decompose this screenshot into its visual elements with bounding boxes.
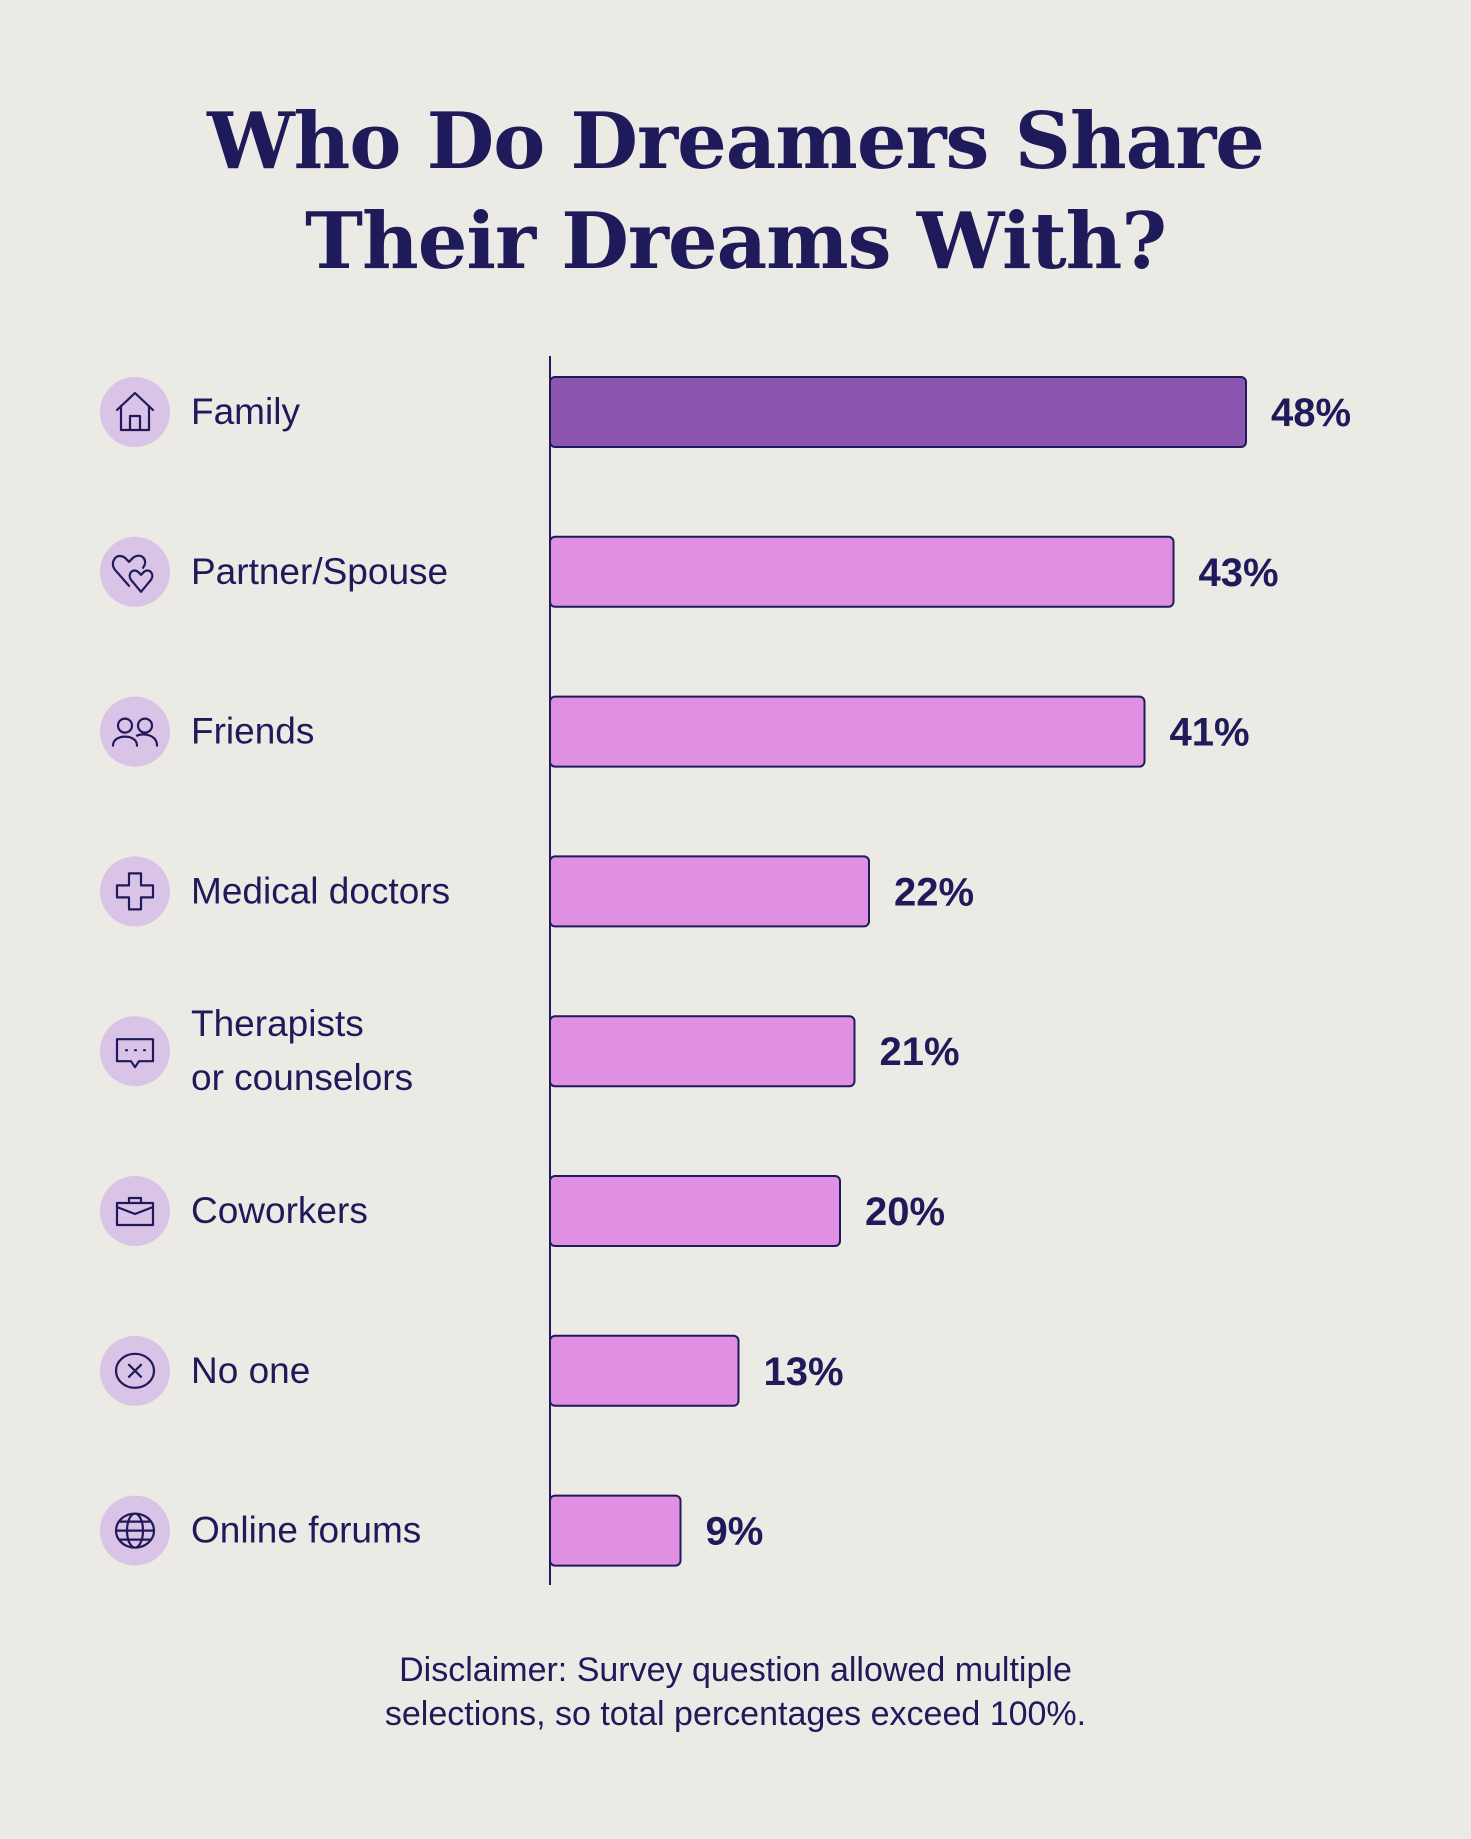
bar-row: Therapists or counselors 21%: [100, 1003, 960, 1098]
chart-title-line-1: Who Do Dreamers Share: [207, 96, 1265, 187]
bar: [549, 376, 1247, 448]
chart-title-line-2: Their Dreams With?: [304, 196, 1167, 287]
icon-circle: [100, 856, 170, 927]
icon-circle: [100, 536, 170, 607]
globe-icon: [114, 1512, 156, 1549]
bar-row: No one 13%: [100, 1334, 844, 1407]
value-label: 20%: [865, 1190, 945, 1234]
value-label: 21%: [880, 1030, 960, 1074]
bar: [549, 1334, 740, 1407]
briefcase-icon: [115, 1196, 155, 1227]
bar-row: Family 48%: [100, 376, 1351, 448]
bar-row: Medical doctors 22%: [100, 855, 974, 928]
value-label: 22%: [894, 870, 974, 914]
disclaimer-line-1: Disclaimer: Survey question allowed mult…: [399, 1651, 1072, 1689]
value-label: 9%: [706, 1510, 764, 1554]
category-label: Online forums: [191, 1510, 421, 1551]
category-label: Family: [191, 391, 300, 432]
bar: [549, 1175, 841, 1247]
chat-bubble-icon: [115, 1038, 155, 1069]
disclaimer-line-2: selections, so total percentages exceed …: [384, 1695, 1087, 1733]
category-label: Coworkers: [191, 1190, 368, 1231]
bar: [549, 695, 1146, 768]
category-label: Friends: [191, 711, 314, 752]
category-label: No one: [191, 1350, 310, 1391]
icon-circle: [100, 696, 170, 767]
hearts-icon: [111, 554, 154, 593]
bar-row: Online forums 9%: [100, 1494, 764, 1567]
house-icon: [115, 391, 155, 432]
x-circle-icon: [114, 1352, 156, 1389]
chart-title: Who Do Dreamers Share Their Dreams With?: [0, 92, 1471, 292]
value-label: 48%: [1271, 391, 1351, 435]
value-label: 43%: [1199, 551, 1279, 595]
category-label: Partner/Spouse: [191, 551, 448, 592]
medical-cross-icon: [115, 872, 155, 911]
bar-row: Coworkers 20%: [100, 1175, 945, 1247]
category-label: Medical doctors: [191, 870, 450, 911]
category-label: Therapists: [191, 1003, 364, 1044]
category-label: or counselors: [191, 1057, 413, 1098]
icon-circle: [100, 377, 170, 447]
people-icon: [111, 717, 159, 747]
bar: [549, 1015, 856, 1088]
icon-circle: [100, 1176, 170, 1246]
bar-row: Friends 41%: [100, 695, 1250, 768]
bar: [549, 535, 1175, 608]
bar-row: Partner/Spouse 43%: [100, 535, 1279, 608]
value-label: 41%: [1170, 711, 1250, 755]
disclaimer: Disclaimer: Survey question allowed mult…: [0, 1648, 1471, 1736]
bar: [549, 855, 870, 928]
bar: [549, 1494, 682, 1567]
value-label: 13%: [764, 1350, 844, 1394]
